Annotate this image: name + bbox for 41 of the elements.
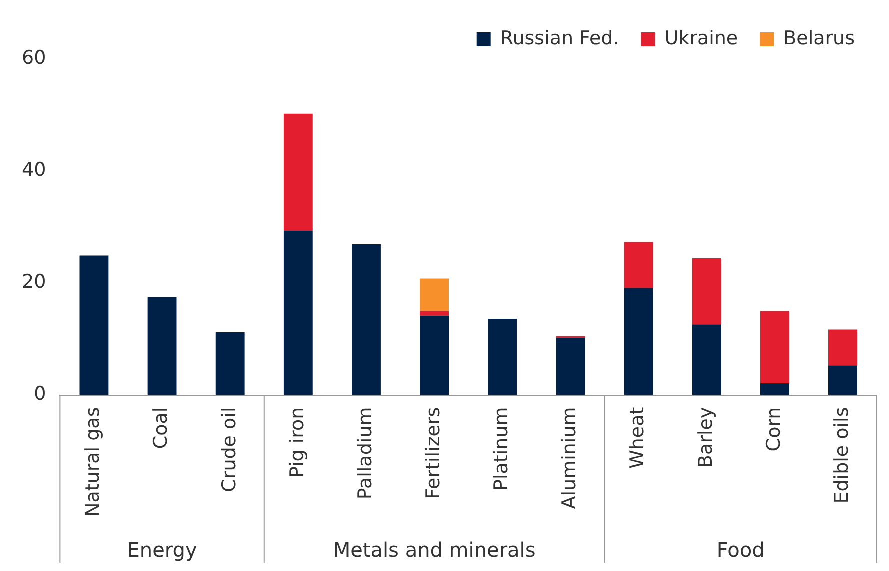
bar <box>760 311 790 384</box>
bar <box>692 258 722 325</box>
x-tick-label: Natural gas <box>82 407 104 518</box>
x-tick-label: Corn <box>762 407 785 452</box>
bar <box>760 384 790 396</box>
bar <box>488 319 518 396</box>
bar <box>828 366 858 396</box>
bar <box>216 332 245 396</box>
x-tick-label: Fertilizers <box>422 407 444 500</box>
bar <box>556 338 586 396</box>
bar <box>284 231 313 396</box>
y-tick-label: 0 <box>34 383 46 406</box>
x-tick-label: Aluminium <box>558 407 581 510</box>
bar <box>284 114 313 232</box>
bar <box>420 311 450 316</box>
x-tick-label: Pig iron <box>286 407 308 478</box>
x-tick-label: Crude oil <box>218 407 240 492</box>
legend-label: Ukraine <box>664 27 738 50</box>
bar <box>624 288 654 396</box>
y-tick-label: 40 <box>22 159 46 182</box>
bar <box>148 297 177 396</box>
bar <box>420 316 450 396</box>
y-tick-label: 60 <box>22 46 46 69</box>
bar <box>624 242 654 288</box>
y-tick-label: 20 <box>22 271 46 294</box>
x-tick-label: Wheat <box>626 407 649 469</box>
x-tick-label: Barley <box>694 407 717 468</box>
bar <box>80 256 109 396</box>
bar <box>828 330 858 366</box>
bar <box>420 278 450 312</box>
text: Energy <box>127 538 198 562</box>
text: Food <box>716 538 765 562</box>
x-tick-label: Edible oils <box>830 407 853 504</box>
x-tick-label: Platinum <box>490 407 513 491</box>
x-tick-label: Coal <box>150 407 172 450</box>
text: Metals and minerals <box>333 538 536 562</box>
x-tick-label: Palladium <box>354 407 376 500</box>
legend-label: Belarus <box>784 27 856 50</box>
legend-label: Russian Fed. <box>500 27 620 50</box>
bar <box>352 244 381 396</box>
bar <box>692 324 722 396</box>
